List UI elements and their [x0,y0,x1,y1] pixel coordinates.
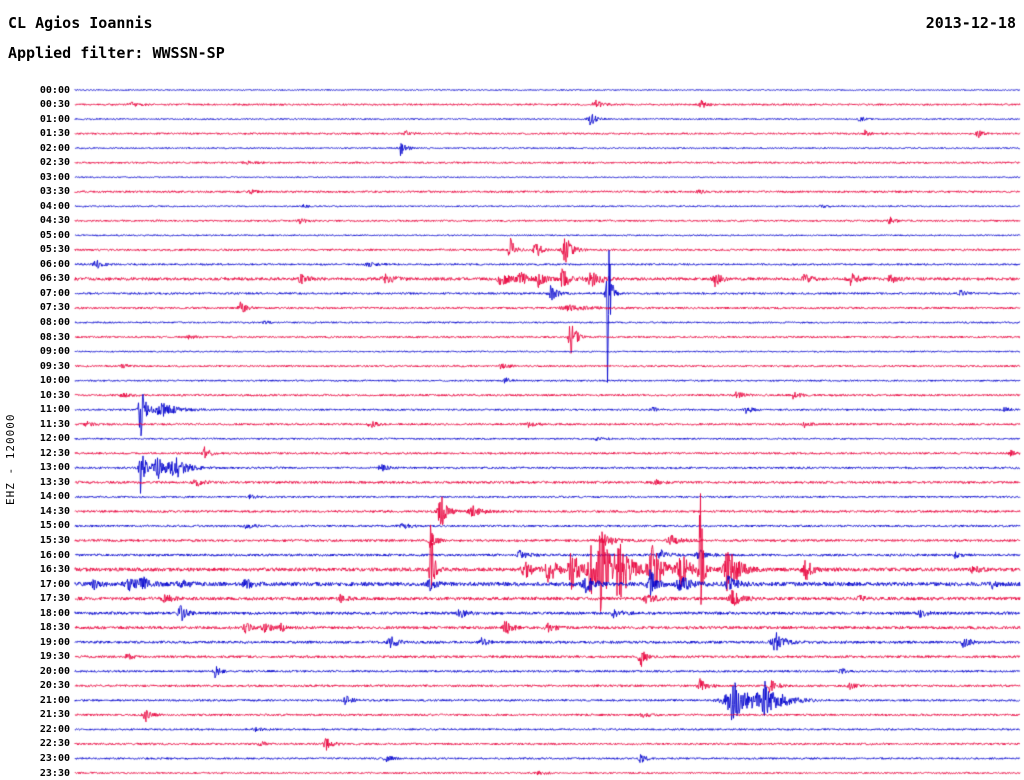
seismogram-canvas [0,0,1024,780]
helicorder-page: CL Agios Ioannis 2013-12-18 Applied filt… [0,0,1024,780]
